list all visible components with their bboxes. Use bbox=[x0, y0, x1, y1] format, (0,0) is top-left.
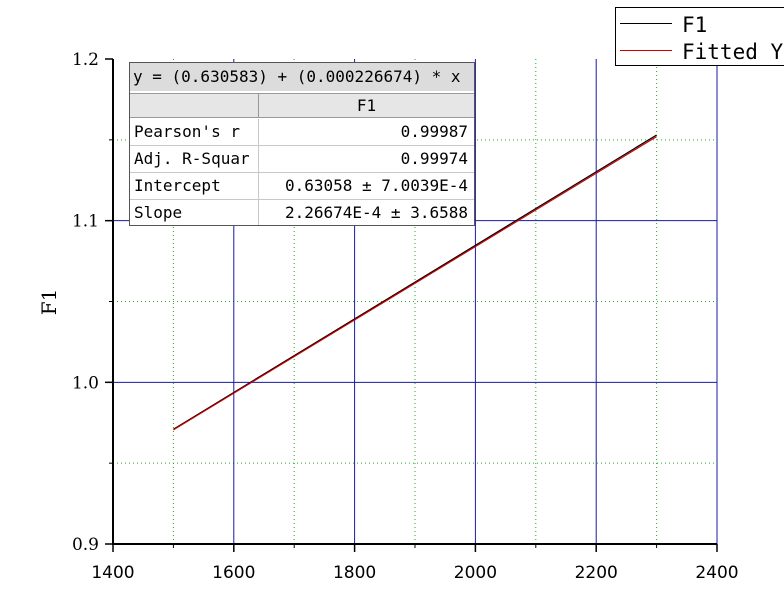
y-tick-label: 1.1 bbox=[72, 212, 99, 232]
series-line-fitted-y bbox=[173, 136, 657, 431]
fit-table-column-header: F1 bbox=[258, 94, 474, 117]
fit-row-value: 0.99987 bbox=[258, 119, 474, 145]
fit-row-value: 0.99974 bbox=[258, 146, 474, 172]
fit-equation: y = (0.630583) + (0.000226674) * x bbox=[130, 63, 474, 91]
x-tick-label: 1400 bbox=[91, 563, 134, 583]
fit-row-intercept: Intercept 0.63058 ± 7.0039E-4 bbox=[130, 173, 474, 200]
fit-row-value: 2.26674E-4 ± 3.6588 bbox=[258, 200, 474, 225]
legend-item-fitted-y: Fitted Y bbox=[616, 38, 784, 64]
fit-row-label: Adj. R-Squar bbox=[134, 149, 250, 168]
legend-label-fitted-y: Fitted Y bbox=[682, 40, 784, 64]
y-tick-label: 1.2 bbox=[72, 50, 99, 70]
fit-results-table: y = (0.630583) + (0.000226674) * x F1 Pe… bbox=[129, 62, 475, 226]
series-line-f1 bbox=[173, 134, 657, 430]
x-tick-label: 1800 bbox=[333, 563, 376, 583]
x-tick-label: 1600 bbox=[212, 563, 255, 583]
legend-swatch-f1 bbox=[620, 23, 672, 24]
y-axis-label: F1 bbox=[37, 289, 61, 316]
fit-row-slope: Slope 2.26674E-4 ± 3.6588 bbox=[130, 200, 474, 225]
fit-row-pearson: Pearson's r 0.99987 bbox=[130, 119, 474, 146]
fit-row-label: Pearson's r bbox=[134, 122, 240, 141]
fit-row-label: Intercept bbox=[134, 176, 221, 195]
legend-item-f1: F1 bbox=[616, 11, 784, 37]
y-tick-label: 1.0 bbox=[72, 373, 99, 393]
x-tick-labels: 1400 1600 1800 2000 2200 2400 bbox=[91, 563, 738, 583]
fit-row-adj-r-square: Adj. R-Squar 0.99974 bbox=[130, 146, 474, 173]
series-layer bbox=[173, 134, 657, 431]
legend-swatch-fitted-y bbox=[620, 50, 672, 51]
fit-table-header: F1 bbox=[130, 93, 474, 118]
legend-label-f1: F1 bbox=[682, 13, 708, 37]
legend: F1 Fitted Y bbox=[615, 7, 784, 66]
x-tick-label: 2000 bbox=[454, 563, 497, 583]
x-tick-label: 2200 bbox=[575, 563, 618, 583]
fit-row-label: Slope bbox=[134, 203, 183, 222]
y-tick-labels: 0.9 1.0 1.1 1.2 bbox=[72, 50, 99, 555]
axes bbox=[105, 58, 718, 552]
x-tick-label: 2400 bbox=[695, 563, 738, 583]
y-tick-label: 0.9 bbox=[72, 535, 99, 555]
fit-row-value: 0.63058 ± 7.0039E-4 bbox=[258, 173, 474, 199]
